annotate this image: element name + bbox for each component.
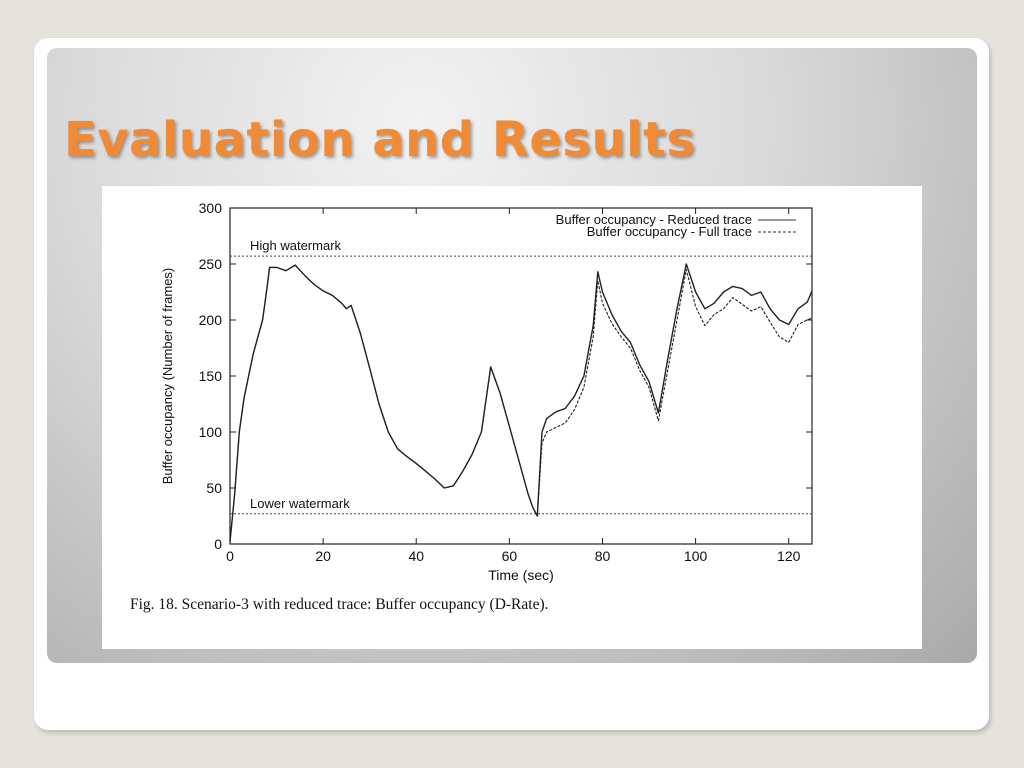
y-tick-label: 50 <box>206 480 222 496</box>
x-tick-label: 120 <box>777 548 801 564</box>
legend-label: Buffer occupancy - Reduced trace <box>556 212 752 227</box>
x-tick-label: 40 <box>408 548 424 564</box>
x-tick-label: 0 <box>226 548 234 564</box>
plot-area <box>229 207 813 545</box>
x-tick-label: 60 <box>502 548 518 564</box>
x-tick-label: 80 <box>595 548 611 564</box>
y-tick-label: 300 <box>199 200 223 216</box>
high-watermark-label: High watermark <box>250 238 342 253</box>
x-axis-label: Time (sec) <box>488 567 554 583</box>
figure-caption: Fig. 18. Scenario-3 with reduced trace: … <box>130 596 549 613</box>
lower-watermark-label: Lower watermark <box>250 496 350 511</box>
y-tick-label: 100 <box>199 424 223 440</box>
figure: 0 20 40 60 80 100 120 0 50 100 150 200 250 300 High w… <box>102 186 922 649</box>
y-tick-label: 0 <box>214 536 222 552</box>
buffer-occupancy-chart: 0 20 40 60 80 100 120 0 50 100 150 200 250 300 High w… <box>160 200 813 583</box>
y-tick-label: 200 <box>199 312 223 328</box>
y-axis-label: Buffer occupancy (Number of frames) <box>160 268 175 485</box>
x-tick-label: 100 <box>684 548 708 564</box>
series-full-trace <box>229 264 813 542</box>
slide-title: Evaluation and Results <box>64 112 696 168</box>
legend-label: Buffer occupancy - Full trace <box>587 224 752 239</box>
y-tick-label: 250 <box>199 256 223 272</box>
x-tick-label: 20 <box>315 548 331 564</box>
y-tick-label: 150 <box>199 368 223 384</box>
